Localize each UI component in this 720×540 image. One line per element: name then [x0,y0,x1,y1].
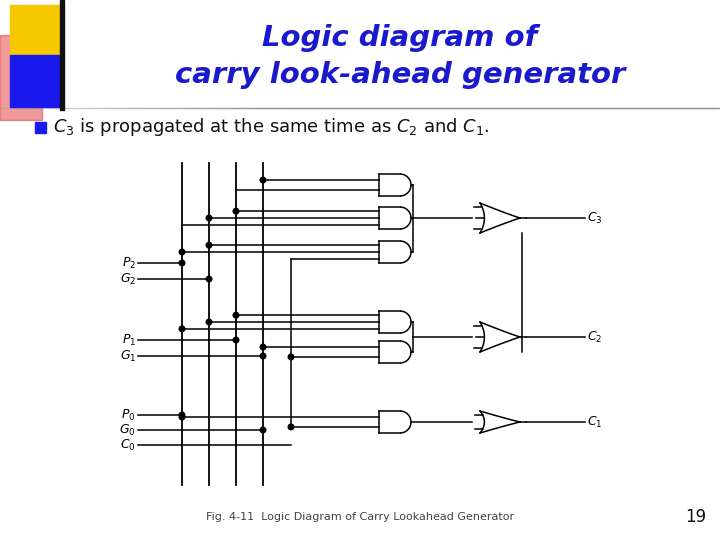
Circle shape [179,326,185,332]
Text: $P_0$: $P_0$ [122,408,136,422]
Text: Fig. 4-11  Logic Diagram of Carry Lookahead Generator: Fig. 4-11 Logic Diagram of Carry Lookahe… [206,512,514,522]
Circle shape [288,354,294,360]
Circle shape [179,414,185,420]
Circle shape [233,312,239,318]
Circle shape [206,276,212,282]
Bar [0,35,42,120]
Circle shape [206,242,212,248]
Text: Logic diagram of: Logic diagram of [262,24,538,52]
Circle shape [179,249,185,255]
Text: $G_2$: $G_2$ [120,272,136,287]
Circle shape [233,337,239,343]
Circle shape [206,319,212,325]
Text: $P_1$: $P_1$ [122,333,136,348]
Text: $C_2$: $C_2$ [587,329,603,345]
Text: 19: 19 [685,508,706,526]
Circle shape [233,208,239,214]
Text: $C_1$: $C_1$ [587,415,603,429]
Circle shape [260,427,266,433]
Circle shape [179,412,185,418]
Bar [10,5,62,55]
Circle shape [260,353,266,359]
Text: $G_0$: $G_0$ [120,422,136,437]
Text: $C_3$: $C_3$ [587,211,603,226]
Text: $C_0$: $C_0$ [120,437,136,453]
Circle shape [260,177,266,183]
Text: $C_3$ is propagated at the same time as $C_2$ and $C_1$.: $C_3$ is propagated at the same time as … [53,117,490,138]
Text: carry look-ahead generator: carry look-ahead generator [175,61,625,89]
Bar [10,55,62,107]
Circle shape [179,260,185,266]
Circle shape [288,424,294,430]
Bar [60,0,64,110]
Circle shape [260,345,266,350]
Text: $G_1$: $G_1$ [120,348,136,363]
Circle shape [206,215,212,221]
Bar [35,122,46,133]
Text: $P_2$: $P_2$ [122,255,136,271]
